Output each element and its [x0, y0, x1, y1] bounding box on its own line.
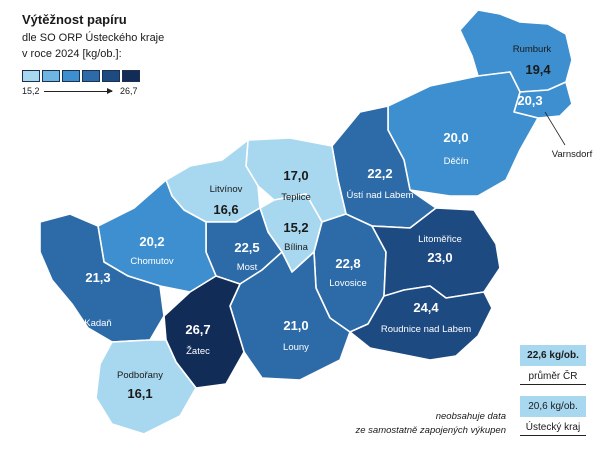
benchmark-cr: 22,6 kg/ob. průměr ČR [520, 345, 586, 385]
benchmark-kraj-label: Ústecký kraj [520, 417, 586, 436]
region-louny [229, 251, 351, 381]
scale-swatch-6 [122, 70, 140, 82]
region-name-roudnice: Roudnice nad Labem [381, 324, 471, 335]
varnsdorf-leader-line [544, 111, 566, 146]
benchmark-cr-label: průměr ČR [520, 366, 586, 385]
scale-min-label: 15,2 [22, 86, 40, 96]
region-value-chomutov: 20,2 [139, 234, 164, 249]
region-value-bilina: 15,2 [283, 220, 308, 235]
region-value-litvinov: 16,6 [213, 202, 238, 217]
region-value-roudnice: 24,4 [413, 300, 439, 315]
data-note-line-2: ze samostatně zapojených výkupen [355, 425, 506, 436]
region-name-lovosice: Lovosice [329, 278, 367, 289]
region-roudnice [349, 285, 493, 361]
region-kadan [39, 213, 165, 343]
benchmark-cr-value: 22,6 kg/ob. [520, 345, 586, 366]
region-value-usti: 22,2 [367, 166, 392, 181]
legend-subtitle-1: dle SO ORP Ústeckého kraje [22, 32, 165, 44]
benchmark-kraj: 20,6 kg/ob. Ústecký kraj [520, 396, 586, 436]
legend-subtitle-2: v roce 2024 [kg/ob.]: [22, 48, 122, 60]
region-value-kadan: 21,3 [85, 270, 110, 285]
region-name-zatec: Žatec [186, 346, 210, 357]
region-value-lovosice: 22,8 [335, 256, 360, 271]
region-value-podborany: 16,1 [127, 386, 152, 401]
region-name-louny: Louny [283, 342, 309, 353]
region-value-most: 22,5 [234, 240, 259, 255]
region-name-bilina: Bílina [284, 242, 308, 253]
region-name-usti: Ústí nad Labem [346, 190, 413, 201]
region-value-zatec: 26,7 [185, 322, 210, 337]
region-value-teplice: 17,0 [283, 168, 308, 183]
region-podborany [95, 339, 197, 435]
region-name-varnsdorf: Varnsdorf [552, 149, 593, 160]
region-value-rumburk: 19,4 [525, 62, 551, 77]
region-value-louny: 21,0 [283, 318, 308, 333]
scale-max-label: 26,7 [120, 86, 138, 96]
region-value-varnsdorf: 20,3 [517, 93, 542, 108]
legend-title: Výtěžnost papíru [22, 12, 127, 27]
scale-swatch-3 [62, 70, 80, 82]
region-name-chomutov: Chomutov [130, 256, 174, 267]
region-name-most: Most [237, 262, 258, 273]
scale-swatch-4 [82, 70, 100, 82]
color-scale [22, 70, 152, 88]
region-name-teplice: Teplice [281, 192, 311, 203]
data-note-line-1: neobsahuje data [435, 411, 506, 422]
region-name-podborany: Podbořany [117, 370, 163, 381]
benchmark-kraj-value: 20,6 kg/ob. [520, 396, 586, 417]
scale-swatch-2 [42, 70, 60, 82]
data-note: neobsahuje data ze samostatně zapojených… [355, 410, 506, 438]
region-name-rumburk: Rumburk [513, 44, 552, 55]
region-name-litomerice: Litoměřice [418, 234, 462, 245]
scale-swatch-1 [22, 70, 40, 82]
region-name-litvinov: Litvínov [210, 184, 243, 195]
region-value-decin: 20,0 [443, 130, 468, 145]
region-name-decin: Děčín [444, 156, 469, 167]
region-name-kadan: Kadaň [84, 318, 111, 329]
region-value-litomerice: 23,0 [427, 250, 452, 265]
scale-swatch-5 [102, 70, 120, 82]
scale-arrow-icon [44, 88, 113, 94]
